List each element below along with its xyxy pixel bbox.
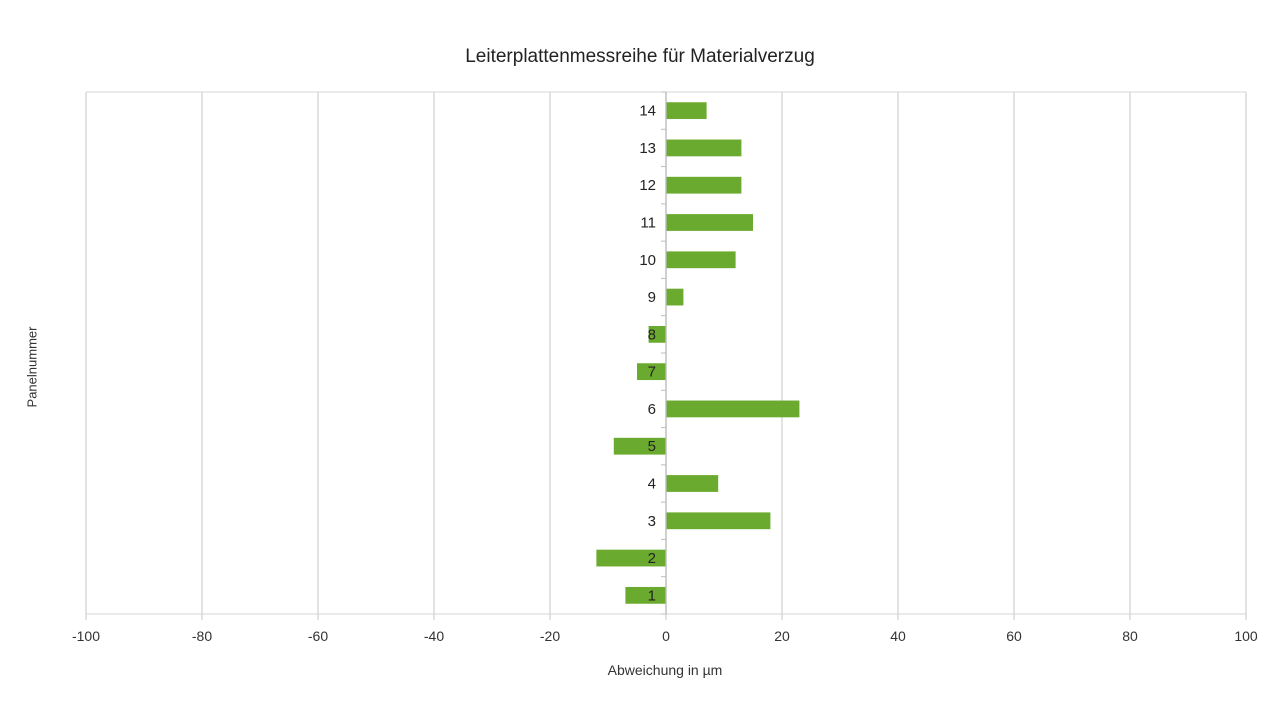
y-tick-label: 1 [648, 587, 656, 604]
y-tick-label: 13 [639, 140, 656, 157]
bar [666, 400, 800, 418]
y-tick-label: 12 [639, 177, 656, 194]
x-tick-label: 60 [1006, 628, 1022, 644]
bar [666, 288, 684, 306]
bar [648, 325, 666, 343]
bar [666, 102, 707, 120]
bar [666, 251, 736, 269]
x-tick-label: -40 [424, 628, 444, 644]
chart-title: Leiterplattenmessreihe für Materialverzu… [465, 46, 815, 67]
x-tick-label: 40 [890, 628, 906, 644]
x-tick-label: 0 [662, 628, 670, 644]
bar [596, 549, 666, 567]
bar [666, 176, 742, 194]
bar [666, 475, 719, 492]
bar [613, 437, 666, 455]
y-tick-label: 6 [648, 401, 656, 418]
bar [625, 586, 666, 604]
y-tick-label: 10 [639, 252, 656, 269]
y-tick-label: 11 [640, 215, 656, 232]
x-tick-label: 100 [1234, 628, 1258, 644]
y-tick-label: 4 [648, 476, 656, 493]
x-tick-label: -60 [308, 628, 328, 644]
x-tick-label: -20 [540, 628, 560, 644]
x-tick-label: -80 [192, 628, 212, 644]
x-tick-label: 20 [774, 628, 790, 644]
y-tick-label: 3 [648, 513, 656, 530]
y-tick-label: 9 [648, 289, 656, 306]
x-axis-label: Abweichung in µm [607, 662, 723, 678]
bar [637, 363, 666, 381]
y-tick-label: 5 [648, 438, 656, 455]
bar [666, 512, 771, 530]
y-tick-label: 7 [648, 364, 656, 381]
bar [666, 139, 742, 157]
bar [666, 214, 753, 231]
y-tick-label: 8 [648, 326, 656, 343]
x-tick-label: 80 [1122, 628, 1138, 644]
x-tick-label: -100 [72, 628, 100, 644]
y-tick-label: 2 [648, 550, 656, 567]
y-tick-label: 14 [639, 103, 656, 120]
